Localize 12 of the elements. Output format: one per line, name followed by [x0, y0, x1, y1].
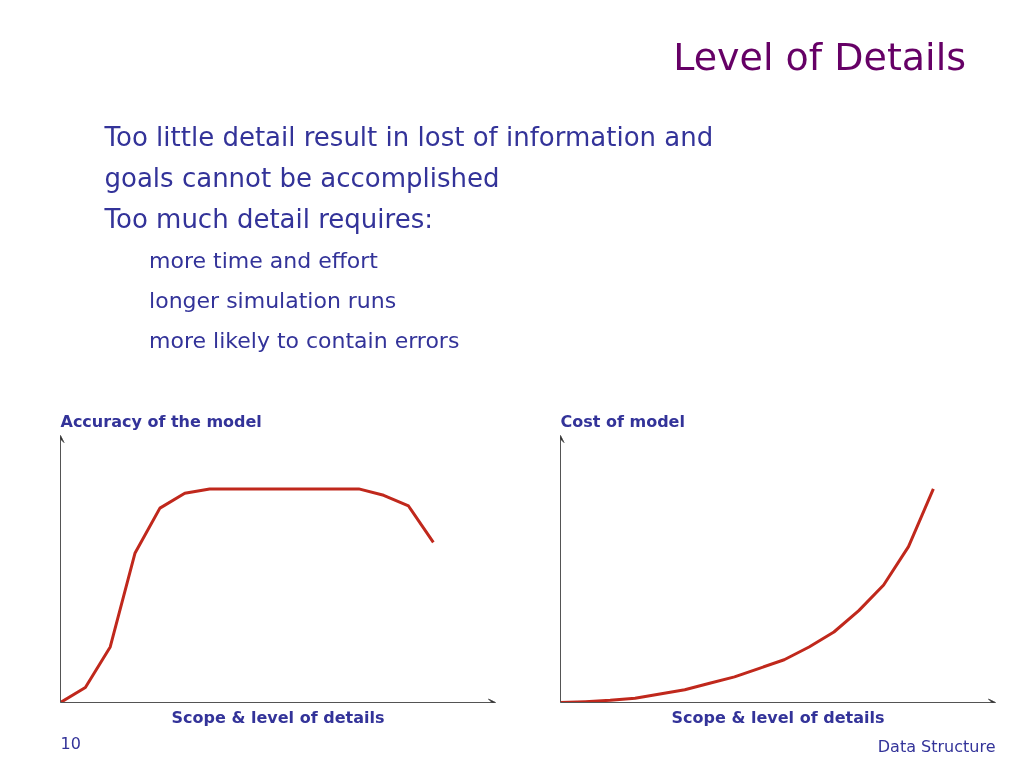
x-axis-title: Scope & level of details: [671, 707, 885, 727]
y-axis-title: Accuracy of the model: [60, 411, 262, 431]
text: Level of Details: [673, 34, 967, 79]
x-axis-title: Scope & level of details: [171, 707, 385, 727]
text: more time and effort: [149, 248, 379, 274]
text: Too little detail result in lost of information and goals cannot be accomplished: [103, 121, 714, 193]
text: Data Structure: [877, 736, 996, 756]
text: Too much detail requires:: [103, 203, 433, 234]
y-axis-title: Cost of model: [560, 411, 685, 431]
text: more likely to contain errors: [149, 328, 460, 354]
text: longer simulation runs: [149, 288, 397, 314]
text: 10: [60, 733, 81, 753]
